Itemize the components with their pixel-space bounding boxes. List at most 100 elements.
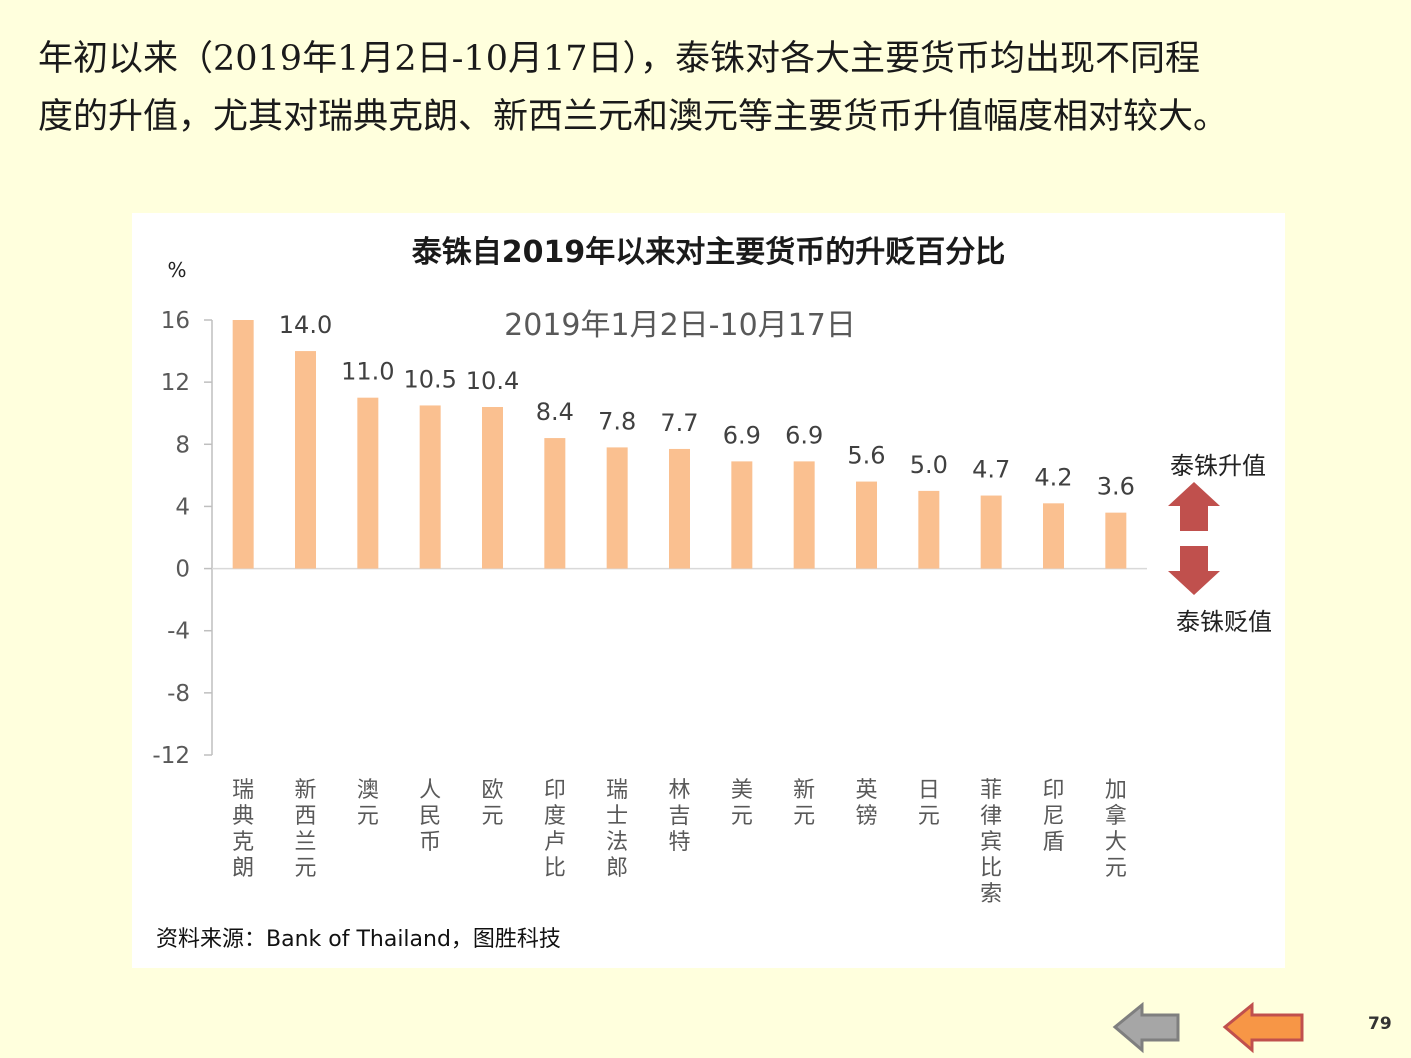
category-label-char: 克 [232, 830, 254, 855]
category-label-char: 兰 [294, 830, 316, 855]
category-label-char: 瑞 [232, 778, 254, 803]
data-label: 4.2 [1034, 463, 1072, 491]
category-label-char: 日 [918, 778, 940, 803]
data-label: 4.7 [972, 456, 1010, 484]
category-label-char: 度 [544, 804, 566, 829]
category-label-char: 索 [980, 882, 1002, 907]
y-tick-label: 4 [175, 494, 190, 520]
y-tick-label: -8 [167, 681, 190, 707]
data-label: 7.8 [598, 407, 636, 435]
category-label-char: 朗 [232, 856, 254, 881]
category-label-char: 尼 [1042, 804, 1064, 829]
category-label-char: 卢 [544, 830, 566, 855]
category-label-char: 镑 [855, 804, 877, 829]
bar [1105, 512, 1127, 569]
data-label: 10.5 [403, 365, 456, 393]
bar [793, 461, 815, 569]
category-label-char: 西 [294, 804, 316, 829]
source-note: 资料来源：Bank of Thailand，图胜科技 [156, 927, 561, 952]
category-label-char: 币 [419, 830, 441, 855]
bar [731, 461, 753, 569]
category-label-char: 郎 [606, 856, 628, 881]
up-arrow-icon [1168, 482, 1220, 531]
bar [295, 351, 316, 569]
category-label-char: 元 [481, 804, 503, 829]
category-label-char: 民 [419, 804, 441, 829]
bar [419, 405, 441, 569]
category-label-char: 大 [1105, 830, 1127, 855]
bar [544, 438, 566, 569]
data-label: 10.4 [466, 367, 519, 395]
data-label: 8.4 [536, 398, 574, 426]
category-label-char: 菲 [980, 778, 1002, 803]
bar [856, 481, 877, 569]
chart-card: % 2019年1月2日-10月17日 16 12 8 4 0 -4 -8 -12 瑞典克朗 14.0 新… [132, 213, 1285, 968]
category-label-char: 人 [419, 778, 441, 803]
category-label-char: 吉 [668, 804, 690, 829]
prev-page-button[interactable] [1112, 1002, 1184, 1056]
legend-depreciation-label: 泰铢贬值 [1176, 608, 1272, 636]
data-label: 6.9 [785, 421, 823, 449]
data-label: 5.6 [847, 442, 885, 470]
data-label: 14.0 [279, 311, 332, 339]
bar [357, 397, 379, 569]
category-label-char: 元 [793, 804, 815, 829]
down-arrow-icon [1168, 546, 1220, 595]
bar [918, 490, 940, 569]
category-label-char: 印 [1042, 778, 1064, 803]
category-label-char: 元 [357, 804, 379, 829]
category-label-char: 律 [980, 804, 1002, 829]
bar [1043, 503, 1064, 569]
y-tick-label: -4 [167, 619, 190, 645]
y-tick-label: 0 [175, 557, 190, 583]
y-axis-unit: % [167, 258, 186, 282]
intro-line-2: 度的升值，尤其对瑞典克朗、新西兰元和澳元等主要货币升值幅度相对较大。 [38, 97, 1229, 137]
category-label-char: 比 [980, 856, 1002, 881]
category-label-char: 美 [731, 778, 753, 803]
category-label-char: 新 [294, 778, 316, 803]
category-label-char: 拿 [1105, 803, 1127, 829]
category-label-char: 印 [544, 778, 566, 803]
category-label-char: 宾 [980, 830, 1002, 855]
page-number: 79 [1368, 1014, 1392, 1034]
data-label: 5.0 [910, 451, 948, 479]
data-label: 11.0 [341, 358, 394, 386]
category-label-char: 林 [668, 778, 690, 803]
y-tick-label: 12 [161, 370, 190, 396]
category-label-char: 欧 [481, 778, 503, 803]
data-label: 3.6 [1097, 473, 1135, 501]
bar [669, 448, 690, 569]
y-tick-label: 8 [175, 432, 190, 458]
category-label-char: 士 [606, 804, 628, 829]
data-label: 7.7 [660, 409, 698, 437]
bar-chart: % 2019年1月2日-10月17日 16 12 8 4 0 -4 -8 -12 瑞典克朗 14.0 新… [152, 258, 1272, 907]
chart-title: 泰铢自2019年以来对主要货币的升贬百分比 [411, 235, 1006, 270]
category-label-char: 盾 [1042, 830, 1064, 855]
next-page-button[interactable] [1222, 1002, 1308, 1056]
category-label-char: 新 [793, 778, 815, 803]
left-arrow-icon [1222, 1002, 1304, 1054]
legend-appreciation-label: 泰铢升值 [1170, 452, 1266, 480]
bar [232, 320, 254, 569]
y-tick-label: 16 [161, 308, 190, 334]
intro-text: 年初以来（2019年1月2日-10月17日），泰铢对各大主要货币均出现不同程 度… [38, 30, 1398, 146]
left-arrow-icon [1112, 1002, 1180, 1054]
category-label-char: 英 [855, 778, 877, 803]
bar [482, 407, 503, 569]
y-tick-label: -12 [152, 743, 190, 769]
intro-line-1: 年初以来（2019年1月2日-10月17日），泰铢对各大主要货币均出现不同程 [38, 39, 1201, 79]
category-label-char: 法 [606, 830, 628, 855]
category-label-char: 比 [544, 856, 566, 881]
category-label-char: 典 [232, 804, 254, 829]
category-label-char: 元 [918, 804, 940, 829]
chart-subtitle: 2019年1月2日-10月17日 [504, 308, 856, 343]
category-label-char: 特 [668, 830, 690, 855]
category-label-char: 瑞 [606, 778, 628, 803]
bar [980, 495, 1002, 569]
category-label-char: 元 [1105, 856, 1127, 881]
bar [606, 447, 628, 569]
category-label-char: 元 [731, 804, 753, 829]
category-label-char: 元 [294, 856, 316, 881]
category-label-char: 加 [1105, 778, 1127, 803]
data-label: 6.9 [723, 421, 761, 449]
